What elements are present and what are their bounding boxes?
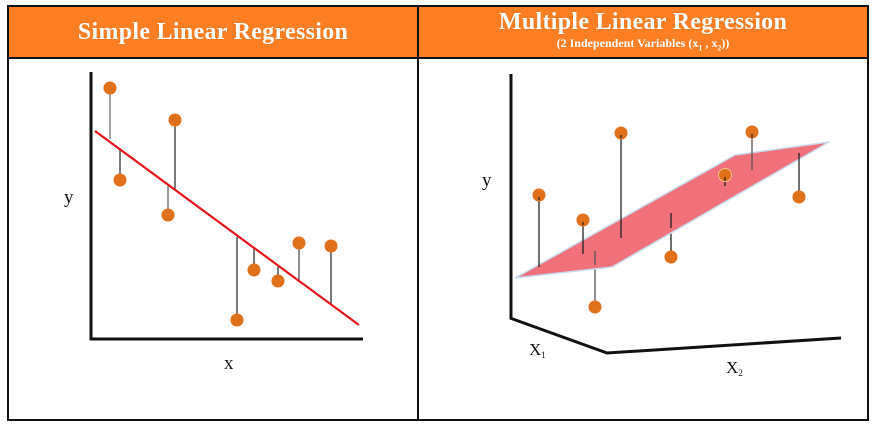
x2-axis-label: X2 [726,358,743,378]
left-data-points [103,81,338,327]
multiple-regression-subtitle: (2 Independent Variables (x1 , x2)) [556,35,730,53]
right-axes [509,74,842,355]
simple-regression-header: Simple Linear Regression [9,7,417,59]
regression-plane [514,141,830,279]
right-data-points [532,125,806,314]
panel-divider [417,7,419,419]
multiple-regression-header: Multiple Linear Regression (2 Independen… [419,7,867,59]
right-y-axis-label: y [482,170,492,191]
comparison-table: Simple Linear Regression Multiple Linear… [7,5,869,421]
x1-axis-label: X1 [529,340,546,360]
regression-line [94,130,360,326]
left-y-axis-label: y [64,187,74,208]
residual-tips [538,134,753,225]
left-axes [89,72,363,341]
multiple-regression-title: Multiple Linear Regression [498,8,788,35]
left-x-axis-label: x [224,353,234,374]
simple-regression-title: Simple Linear Regression [77,19,349,45]
